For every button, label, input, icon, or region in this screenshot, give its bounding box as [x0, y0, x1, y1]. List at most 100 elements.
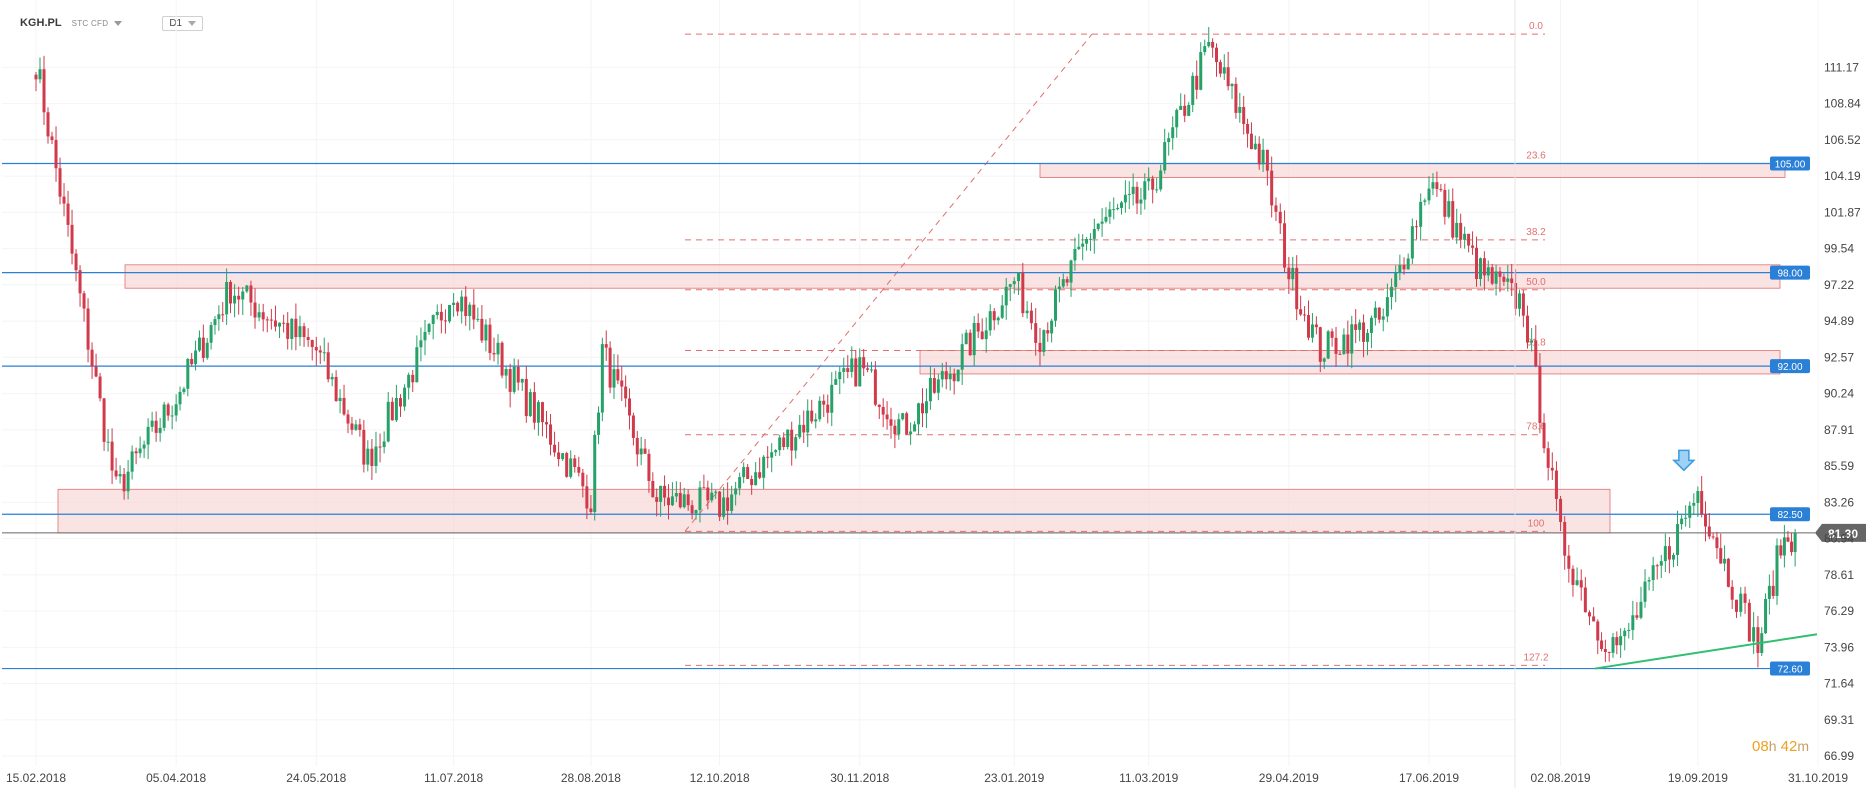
candle-body [225, 281, 229, 315]
candle-body [1752, 627, 1756, 642]
candle-body [846, 368, 850, 372]
price-tick-label: 80.94 [1824, 532, 1854, 546]
candle-body [1278, 211, 1282, 224]
candle-body [1575, 580, 1579, 585]
candle-body [1643, 581, 1647, 602]
candle-body [631, 415, 635, 438]
candle-body [1369, 317, 1373, 333]
candle-body [782, 437, 786, 448]
candle-body [1550, 467, 1554, 471]
candle-body [944, 371, 948, 380]
candle-body [170, 415, 174, 417]
candle-body [1306, 315, 1310, 338]
candle-body [1619, 636, 1623, 646]
candle-body [54, 140, 58, 169]
candle-body [427, 323, 431, 332]
candle-body [253, 302, 257, 318]
candle-body [130, 451, 134, 472]
resistance-zones [57, 163, 1786, 534]
candle-body [205, 342, 209, 358]
candle-body [480, 318, 484, 341]
grid-lines [2, 0, 1819, 766]
candle-body [1151, 178, 1155, 190]
candle-body [273, 320, 277, 327]
candle-body [984, 330, 988, 340]
candle-body [1265, 149, 1269, 171]
price-level-tag [1770, 507, 1810, 522]
candle-body [1639, 601, 1643, 618]
candle-body [1100, 221, 1104, 224]
symbol-dropdown-chevron-icon[interactable] [114, 20, 123, 26]
candle-body [722, 497, 726, 517]
candle-body [338, 397, 342, 402]
candle-body [873, 369, 877, 405]
candle-body [237, 295, 241, 300]
candle-body [201, 337, 205, 358]
candle-body [488, 324, 492, 353]
candle-body [762, 456, 766, 478]
candle-body [702, 487, 706, 489]
candle-body [1627, 629, 1631, 631]
candle-body [1175, 109, 1179, 128]
candle-body [774, 450, 778, 453]
candle-body [1779, 545, 1783, 556]
candle-body [862, 357, 866, 369]
candle-body [1246, 124, 1250, 134]
candle-body [221, 314, 225, 316]
date-tick-label: 23.01.2019 [984, 771, 1044, 785]
candle-body [1377, 307, 1381, 320]
candle-body [1139, 199, 1143, 204]
candle-body [901, 413, 905, 420]
candle-body [608, 347, 612, 388]
candle-body [1025, 310, 1029, 314]
candle-body [585, 486, 589, 509]
candle-body [1542, 422, 1546, 449]
candle-body [419, 340, 423, 348]
candle-body [249, 285, 253, 303]
candle-body [1081, 243, 1085, 247]
candle-body [1743, 593, 1747, 603]
symbol-label[interactable]: KGH.PL [20, 17, 62, 29]
candle-body [842, 368, 846, 372]
candle-body [1242, 106, 1246, 125]
candle-body [476, 318, 480, 320]
candle-body [472, 304, 476, 320]
candle-body [1183, 105, 1187, 116]
candle-body [1467, 233, 1471, 246]
candle-body [1680, 518, 1684, 525]
candle-body [382, 441, 386, 448]
candle-body [1112, 209, 1116, 211]
price-tick-label: 69.31 [1824, 713, 1854, 727]
candle-body [1163, 142, 1167, 171]
candle-body [269, 319, 273, 321]
resistance-zone [919, 350, 1781, 375]
candle-body [710, 492, 714, 501]
candle-body [294, 318, 298, 338]
fib-level-label: 38.2 [1526, 227, 1546, 238]
candle-body [1034, 323, 1038, 343]
candle-body [928, 377, 932, 402]
candle-body [960, 344, 964, 370]
candle-body [504, 369, 508, 376]
candle-body [366, 448, 370, 465]
candle-body [298, 326, 302, 338]
candle-body [1218, 62, 1222, 74]
candle-body [1587, 612, 1591, 617]
candle-body [1663, 546, 1667, 562]
candle-body [162, 404, 166, 428]
candle-body [1490, 267, 1494, 284]
candle-body [826, 404, 830, 413]
candle-body [1571, 568, 1575, 585]
candle-body [1431, 182, 1435, 189]
candle-body [1567, 555, 1571, 569]
price-tick-label: 94.89 [1824, 314, 1854, 328]
candle-body [1786, 537, 1790, 542]
candle-body [674, 493, 678, 497]
candle-body [980, 331, 984, 340]
candle-body [1739, 593, 1743, 612]
candle-body [508, 369, 512, 392]
candle-body [282, 322, 286, 324]
candle-body [142, 444, 146, 449]
candle-body [663, 485, 667, 498]
